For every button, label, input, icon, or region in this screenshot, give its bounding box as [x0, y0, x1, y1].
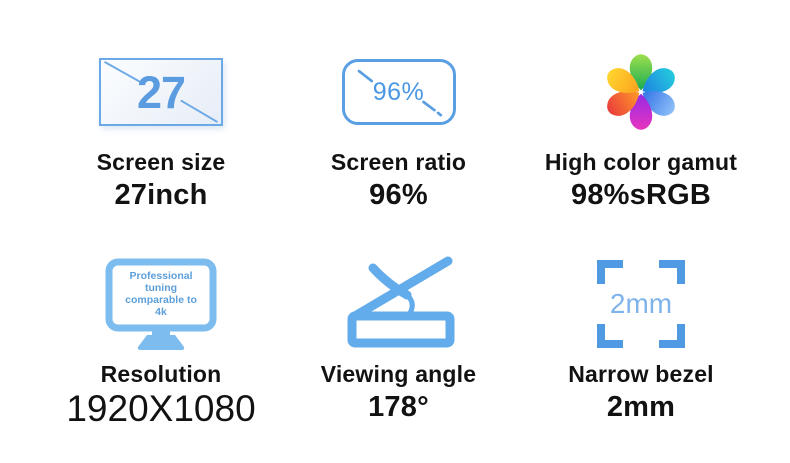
monitor-text-line: 4k: [155, 306, 167, 319]
resolution-value: 1920X1080: [66, 388, 256, 430]
bracket-top-left: [597, 260, 623, 284]
screen-size-label: Screen size: [96, 149, 226, 175]
color-gamut-label: High color gamut: [544, 149, 738, 175]
viewing-angle-value: 178°: [368, 391, 429, 424]
monitor-text-line: Professional: [129, 269, 193, 282]
resolution-label: Resolution: [100, 361, 222, 387]
feature-color-gamut: High color gamut 98%sRGB: [511, 44, 771, 256]
narrow-bezel-value: 2mm: [606, 391, 676, 424]
screen-ratio-value: 96%: [369, 179, 428, 212]
screen-ratio-icon-number: 96%: [372, 77, 425, 106]
feature-narrow-bezel: 2mm Narrow bezel 2mm: [511, 256, 771, 463]
screen-size-icon-area: 27: [36, 44, 286, 140]
bezel-icon-number: 2mm: [609, 288, 673, 319]
monitor-screen-text: Professional tuning comparable to 4k: [109, 264, 213, 324]
monitor-shape: [105, 258, 217, 350]
diagonal-lines: [104, 61, 218, 123]
feature-screen-size: 27 Screen size 27inch: [36, 44, 286, 256]
monitor-text-line: comparable to: [125, 294, 197, 306]
bracket-bottom-right: [659, 324, 685, 348]
viewing-angle-icon: [347, 256, 454, 348]
feature-screen-ratio: 96% Screen ratio 96%: [286, 44, 511, 256]
monitor-text-line: tuning: [144, 281, 178, 294]
screen-ratio-label: Screen ratio: [330, 149, 467, 175]
flower-petals: [607, 54, 675, 130]
bracket-bottom-left: [597, 324, 623, 348]
screen-size-value: 27inch: [114, 179, 208, 212]
screen-ratio-icon-area: 96%: [286, 44, 511, 140]
feature-resolution: Professional tuning comparable to 4k Res…: [36, 256, 286, 463]
viewing-angle-label: Viewing angle: [320, 361, 477, 387]
screen-diagonal-icon: 27: [99, 58, 223, 126]
bracket-top-right: [659, 260, 685, 284]
resolution-icon-area: Professional tuning comparable to 4k: [36, 256, 286, 352]
narrow-bezel-label: Narrow bezel: [568, 361, 714, 387]
color-gamut-value: 98%sRGB: [570, 179, 711, 212]
color-gamut-icon-area: [511, 44, 771, 140]
screen-size-icon-number: 27: [136, 66, 186, 118]
viewing-angle-icon-area: [286, 256, 511, 352]
ratio-dashes: [357, 69, 442, 117]
color-gamut-flower-icon: [607, 54, 675, 130]
screen-ratio-icon: 96%: [341, 59, 456, 125]
narrow-bezel-icon-area: 2mm: [511, 256, 771, 352]
bezel-corners-icon: 2mm: [597, 260, 685, 348]
feature-viewing-angle: Viewing angle 178°: [286, 256, 511, 463]
monitor-icon: Professional tuning comparable to 4k: [96, 257, 226, 351]
